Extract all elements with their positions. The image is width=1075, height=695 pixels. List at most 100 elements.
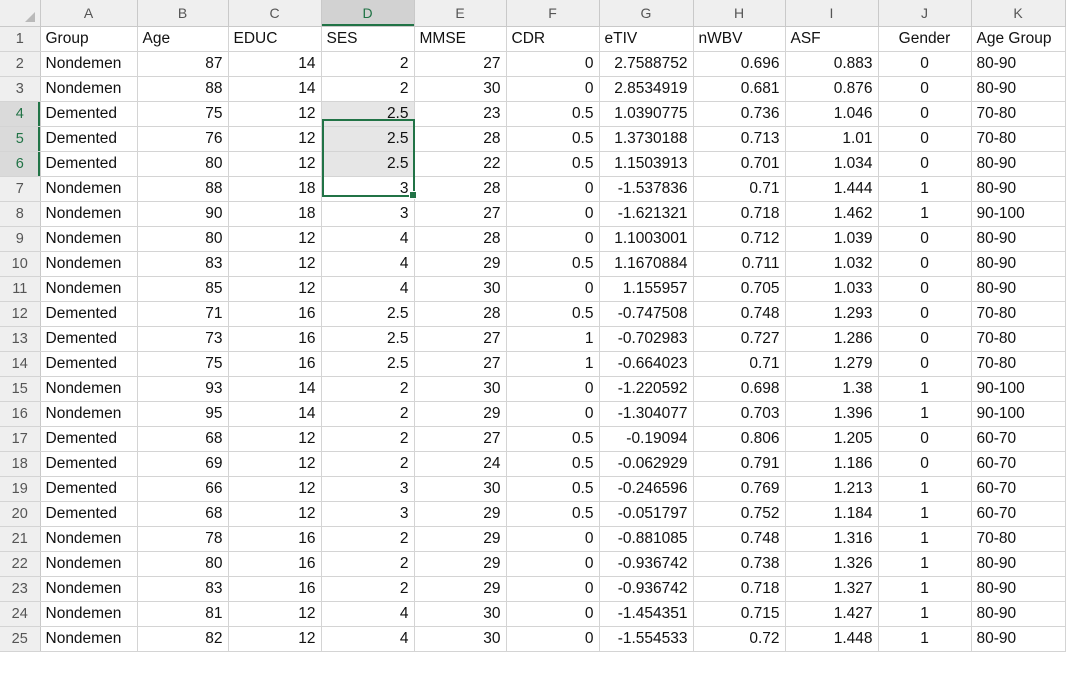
cell-g6[interactable]: 1.1503913 (599, 151, 694, 177)
cell-e24[interactable]: 30 (414, 601, 507, 627)
cell-i12[interactable]: 1.293 (785, 301, 879, 327)
cell-i9[interactable]: 1.039 (785, 226, 879, 252)
cell-a9[interactable]: Nondemen (40, 226, 138, 252)
cell-a2[interactable]: Nondemen (40, 51, 138, 77)
cell-c21[interactable]: 16 (228, 526, 322, 552)
row-header[interactable]: 7 (0, 176, 41, 202)
cell-i15[interactable]: 1.38 (785, 376, 879, 402)
cell-d5[interactable]: 2.5 (321, 126, 415, 152)
column-header-e[interactable]: E (414, 0, 507, 27)
row-header[interactable]: 10 (0, 251, 41, 277)
cell-h13[interactable]: 0.727 (693, 326, 786, 352)
cell-g8[interactable]: -1.621321 (599, 201, 694, 227)
cell-c23[interactable]: 16 (228, 576, 322, 602)
cell-j19[interactable]: 1 (878, 476, 972, 502)
column-header-c[interactable]: C (228, 0, 322, 27)
cell-g14[interactable]: -0.664023 (599, 351, 694, 377)
cell-j12[interactable]: 0 (878, 301, 972, 327)
row-header[interactable]: 4 (0, 101, 41, 127)
cell-b13[interactable]: 73 (137, 326, 229, 352)
cell-f15[interactable]: 0 (506, 376, 600, 402)
row-header[interactable]: 24 (0, 601, 41, 627)
cell-j8[interactable]: 1 (878, 201, 972, 227)
cell-h1[interactable]: nWBV (693, 26, 786, 52)
column-header-i[interactable]: I (785, 0, 879, 27)
cell-e22[interactable]: 29 (414, 551, 507, 577)
cell-d17[interactable]: 2 (321, 426, 415, 452)
cell-e13[interactable]: 27 (414, 326, 507, 352)
cell-k12[interactable]: 70-80 (971, 301, 1066, 327)
cell-i2[interactable]: 0.883 (785, 51, 879, 77)
cell-f24[interactable]: 0 (506, 601, 600, 627)
cell-a11[interactable]: Nondemen (40, 276, 138, 302)
cell-j4[interactable]: 0 (878, 101, 972, 127)
cell-k10[interactable]: 80-90 (971, 251, 1066, 277)
cell-e2[interactable]: 27 (414, 51, 507, 77)
column-header-b[interactable]: B (137, 0, 229, 27)
cell-i21[interactable]: 1.316 (785, 526, 879, 552)
cell-h19[interactable]: 0.769 (693, 476, 786, 502)
cell-f13[interactable]: 1 (506, 326, 600, 352)
cell-d11[interactable]: 4 (321, 276, 415, 302)
cell-j16[interactable]: 1 (878, 401, 972, 427)
cell-k17[interactable]: 60-70 (971, 426, 1066, 452)
cell-h10[interactable]: 0.711 (693, 251, 786, 277)
cell-c25[interactable]: 12 (228, 626, 322, 652)
cell-d24[interactable]: 4 (321, 601, 415, 627)
cell-f9[interactable]: 0 (506, 226, 600, 252)
cell-i7[interactable]: 1.444 (785, 176, 879, 202)
cell-h12[interactable]: 0.748 (693, 301, 786, 327)
cell-g12[interactable]: -0.747508 (599, 301, 694, 327)
cell-c9[interactable]: 12 (228, 226, 322, 252)
cell-c24[interactable]: 12 (228, 601, 322, 627)
row-header[interactable]: 2 (0, 51, 41, 77)
cell-c8[interactable]: 18 (228, 201, 322, 227)
cell-i25[interactable]: 1.448 (785, 626, 879, 652)
cell-b5[interactable]: 76 (137, 126, 229, 152)
cell-f3[interactable]: 0 (506, 76, 600, 102)
cell-f22[interactable]: 0 (506, 551, 600, 577)
column-header-a[interactable]: A (40, 0, 138, 27)
row-header[interactable]: 15 (0, 376, 41, 402)
cell-h24[interactable]: 0.715 (693, 601, 786, 627)
cell-i16[interactable]: 1.396 (785, 401, 879, 427)
cell-e1[interactable]: MMSE (414, 26, 507, 52)
cell-g1[interactable]: eTIV (599, 26, 694, 52)
cell-f14[interactable]: 1 (506, 351, 600, 377)
cell-b25[interactable]: 82 (137, 626, 229, 652)
column-header-h[interactable]: H (693, 0, 786, 27)
select-all-button[interactable] (0, 0, 41, 27)
cell-b11[interactable]: 85 (137, 276, 229, 302)
cell-j20[interactable]: 1 (878, 501, 972, 527)
row-header[interactable]: 11 (0, 276, 41, 302)
cell-e18[interactable]: 24 (414, 451, 507, 477)
cell-f19[interactable]: 0.5 (506, 476, 600, 502)
cell-c7[interactable]: 18 (228, 176, 322, 202)
cell-c3[interactable]: 14 (228, 76, 322, 102)
cell-g21[interactable]: -0.881085 (599, 526, 694, 552)
cell-k8[interactable]: 90-100 (971, 201, 1066, 227)
cell-b20[interactable]: 68 (137, 501, 229, 527)
cell-b19[interactable]: 66 (137, 476, 229, 502)
cell-b3[interactable]: 88 (137, 76, 229, 102)
cell-g9[interactable]: 1.1003001 (599, 226, 694, 252)
cell-a20[interactable]: Demented (40, 501, 138, 527)
cell-h16[interactable]: 0.703 (693, 401, 786, 427)
cell-b16[interactable]: 95 (137, 401, 229, 427)
cell-j13[interactable]: 0 (878, 326, 972, 352)
cell-k5[interactable]: 70-80 (971, 126, 1066, 152)
cell-c17[interactable]: 12 (228, 426, 322, 452)
cell-j25[interactable]: 1 (878, 626, 972, 652)
cell-i13[interactable]: 1.286 (785, 326, 879, 352)
cell-a15[interactable]: Nondemen (40, 376, 138, 402)
cell-j22[interactable]: 1 (878, 551, 972, 577)
cell-f4[interactable]: 0.5 (506, 101, 600, 127)
row-header[interactable]: 22 (0, 551, 41, 577)
cell-b10[interactable]: 83 (137, 251, 229, 277)
cell-b9[interactable]: 80 (137, 226, 229, 252)
cell-h7[interactable]: 0.71 (693, 176, 786, 202)
cell-e19[interactable]: 30 (414, 476, 507, 502)
cell-k14[interactable]: 70-80 (971, 351, 1066, 377)
cell-k21[interactable]: 70-80 (971, 526, 1066, 552)
cell-e12[interactable]: 28 (414, 301, 507, 327)
